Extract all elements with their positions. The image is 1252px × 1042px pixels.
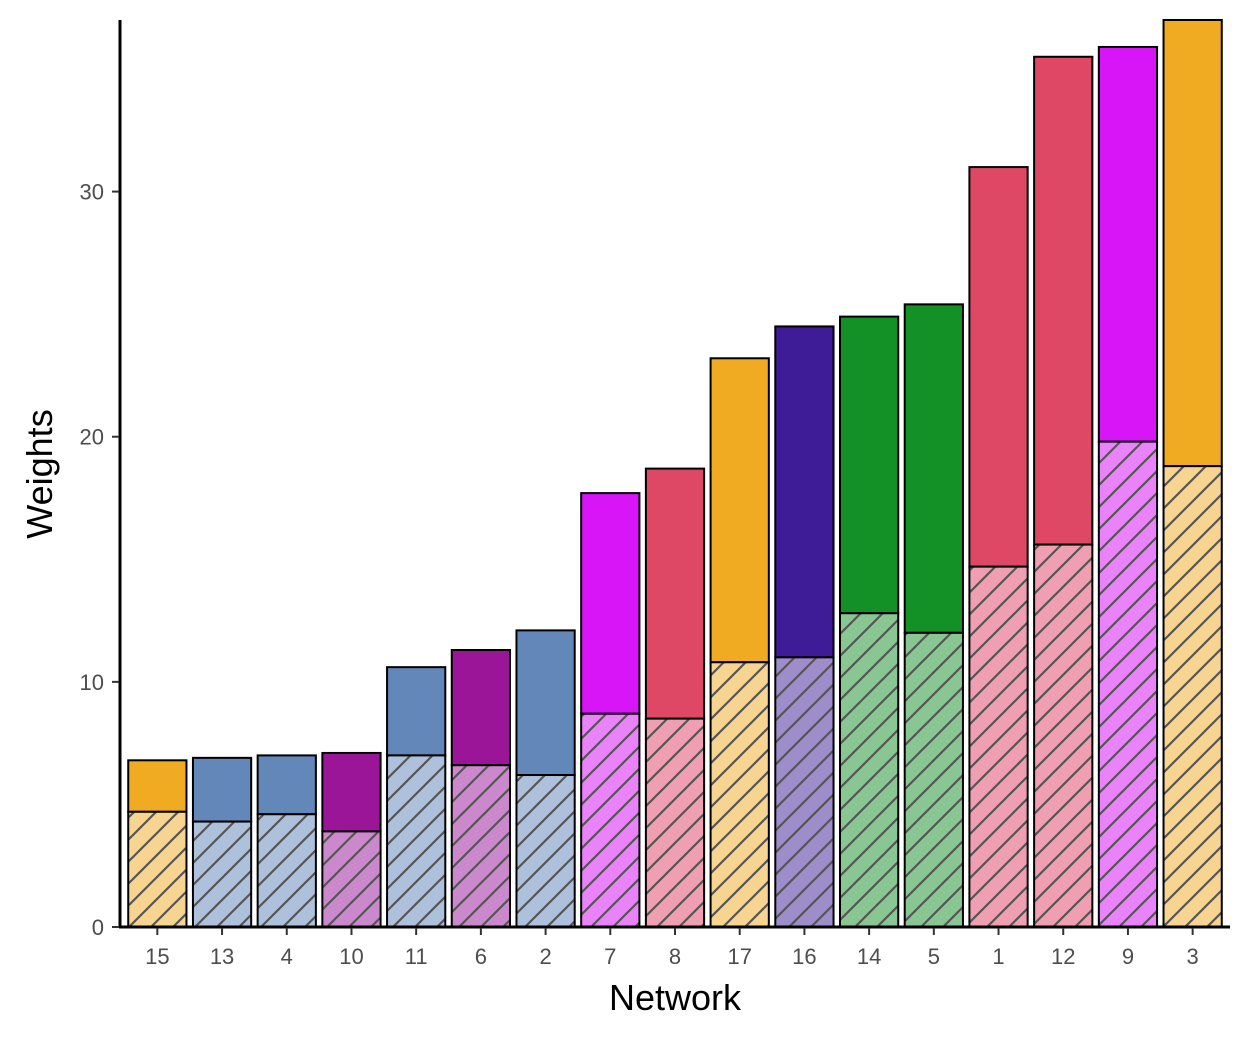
bar-hatch-10 (321, 830, 382, 928)
x-tick-label: 10 (339, 944, 363, 969)
y-ticks: 0 10 20 30 (80, 180, 119, 940)
bar-hatch-12 (1033, 543, 1094, 928)
bar-hatch-5 (903, 631, 964, 928)
bar-hatch-9 (1097, 440, 1159, 928)
bar-solid-1 (968, 166, 1029, 568)
bar-solid-4 (256, 754, 317, 816)
x-ticks: 15 13 4 10 11 6 2 7 8 17 16 14 5 1 12 9 3 (145, 928, 1199, 969)
bars-layer (127, 19, 1223, 929)
bar-solid-11 (386, 666, 447, 757)
bar-solid-2 (515, 629, 576, 777)
bar-hatch-4 (256, 813, 317, 929)
bar-solid-3 (1162, 19, 1223, 468)
bar-solid-13 (191, 756, 253, 823)
bar-hatch-3 (1162, 465, 1223, 928)
x-tick-label: 2 (539, 944, 551, 969)
bar-solid-14 (839, 315, 900, 615)
bar-hatch-15 (127, 810, 188, 929)
x-tick-label: 6 (475, 944, 487, 969)
bar-hatch-1 (968, 565, 1029, 929)
x-tick-label: 12 (1051, 944, 1075, 969)
bar-hatch-11 (386, 754, 447, 928)
bar-hatch-16 (774, 656, 835, 929)
bar-solid-8 (644, 467, 706, 720)
bar-solid-9 (1097, 45, 1159, 443)
y-tick-label: 0 (92, 915, 104, 940)
bar-solid-7 (580, 492, 641, 715)
x-tick-label: 11 (405, 944, 428, 969)
y-tick-label: 20 (80, 425, 104, 450)
y-tick-label: 30 (80, 180, 104, 205)
bar-solid-10 (321, 751, 382, 833)
y-axis-title: Weights (19, 409, 60, 538)
x-tick-label: 14 (857, 944, 881, 969)
x-tick-label: 8 (669, 944, 681, 969)
bar-solid-12 (1033, 55, 1094, 546)
bar-hatch-8 (644, 717, 706, 928)
bar-solid-5 (903, 303, 964, 634)
bar-solid-6 (450, 648, 512, 767)
y-tick-label: 10 (80, 670, 104, 695)
bar-solid-15 (127, 759, 188, 813)
x-tick-label: 5 (928, 944, 940, 969)
x-tick-label: 4 (281, 944, 293, 969)
x-tick-label: 13 (210, 944, 234, 969)
x-tick-label: 15 (145, 944, 169, 969)
x-axis-title: Network (609, 977, 742, 1018)
bar-hatch-17 (709, 661, 770, 928)
x-tick-label: 9 (1122, 944, 1134, 969)
bar-solid-16 (774, 325, 835, 659)
bar-hatch-13 (191, 820, 253, 929)
x-tick-label: 1 (992, 944, 1004, 969)
axes-layer (118, 20, 1230, 929)
bar-hatch-2 (515, 774, 576, 929)
x-tick-label: 16 (792, 944, 816, 969)
bar-hatch-7 (580, 712, 641, 928)
x-tick-label: 7 (604, 944, 616, 969)
bar-solid-17 (709, 357, 770, 664)
x-tick-label: 17 (727, 944, 751, 969)
bar-hatch-6 (450, 764, 512, 928)
x-tick-label: 3 (1187, 944, 1199, 969)
bar-hatch-14 (839, 612, 900, 929)
